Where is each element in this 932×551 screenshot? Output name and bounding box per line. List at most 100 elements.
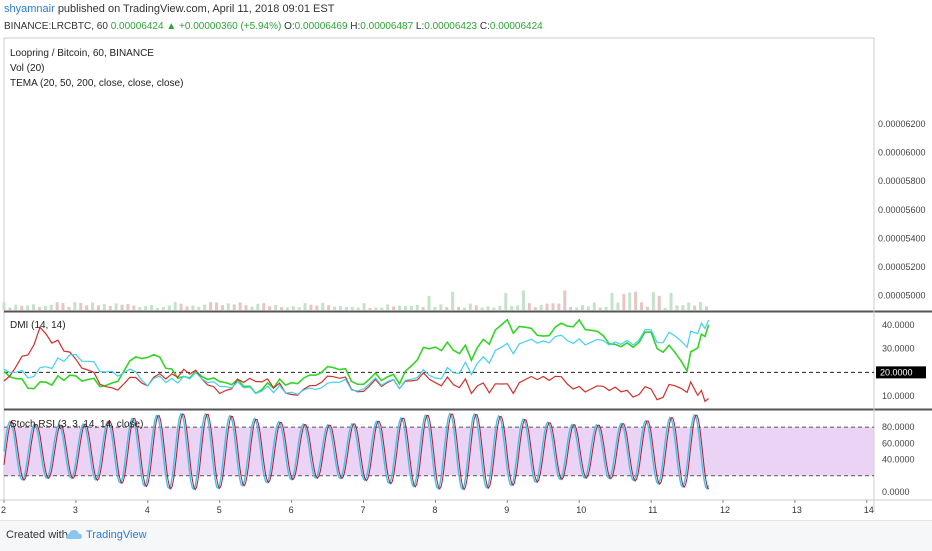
volume-bar xyxy=(362,303,366,310)
stoch-line-d xyxy=(3,413,710,491)
x-tick-label: 4 xyxy=(145,505,150,515)
volume-bars xyxy=(2,290,708,310)
dmi-y-tick-label: 40.0000 xyxy=(882,320,915,330)
volume-bar xyxy=(451,291,455,310)
tradingview-brand-link[interactable]: TradingView xyxy=(86,529,147,541)
volume-bar xyxy=(161,307,165,310)
volume-bar xyxy=(663,307,667,310)
dmi-threshold-label: 20.0000 xyxy=(880,367,913,377)
volume-bar xyxy=(32,304,36,310)
volume-bar xyxy=(569,307,573,310)
volume-bar xyxy=(274,304,278,310)
stoch-band xyxy=(4,427,874,476)
x-tick-label: 2 xyxy=(1,505,6,515)
volume-bar xyxy=(445,307,449,310)
volume-bar xyxy=(374,307,378,310)
volume-bar xyxy=(20,305,24,310)
volume-bar xyxy=(681,305,685,310)
volume-bar xyxy=(704,306,708,310)
volume-bar xyxy=(150,305,154,310)
volume-bar xyxy=(120,304,124,310)
publisher-username[interactable]: shyamnair xyxy=(4,3,55,15)
x-tick-label: 5 xyxy=(217,505,222,515)
volume-bar xyxy=(344,306,348,310)
volume-bar xyxy=(480,307,484,310)
close-value: 0.00006424 xyxy=(489,21,543,32)
x-tick-label: 9 xyxy=(504,505,509,515)
stoch-line-k xyxy=(3,412,710,491)
price-y-tick-label: 0.00006200 xyxy=(878,119,926,129)
volume-bar xyxy=(439,304,443,310)
volume-bar xyxy=(492,307,496,310)
x-tick-label: 12 xyxy=(720,505,730,515)
dmi-y-tick-label: 30.0000 xyxy=(882,344,915,354)
created-with-label: Created with xyxy=(6,529,68,541)
volume-bar xyxy=(256,303,260,310)
stoch-y-tick-label: 80.0000 xyxy=(882,422,915,432)
volume-bar xyxy=(179,303,183,310)
dmi-line-minus-di xyxy=(3,326,709,403)
volume-bar xyxy=(73,302,77,310)
volume-bar xyxy=(516,305,520,310)
volume-bar xyxy=(551,303,555,310)
volume-bar xyxy=(285,307,289,310)
volume-bar xyxy=(209,302,213,310)
volume-bar xyxy=(297,307,301,310)
volume-bar xyxy=(592,302,596,310)
volume-bar xyxy=(338,306,342,310)
tema-legend: TEMA (20, 50, 200, close, close, close) xyxy=(10,78,184,89)
x-tick-label: 3 xyxy=(73,505,78,515)
volume-bar xyxy=(291,306,295,310)
price-y-tick-label: 0.00005200 xyxy=(878,262,926,272)
volume-bar xyxy=(645,306,649,310)
volume-bar xyxy=(85,305,89,310)
x-tick-label: 10 xyxy=(576,505,586,515)
volume-bar xyxy=(55,302,59,310)
volume-bar xyxy=(102,304,106,310)
volume-bar xyxy=(350,306,354,310)
volume-bar xyxy=(226,303,230,310)
x-tick-label: 7 xyxy=(361,505,366,515)
high-value: 0.00006487 xyxy=(360,21,414,32)
volume-bar xyxy=(250,306,254,310)
low-value: 0.00006423 xyxy=(424,21,478,32)
dmi-legend: DMI (14, 14) xyxy=(10,320,66,331)
volume-bar xyxy=(268,306,272,310)
x-tick-label: 6 xyxy=(289,505,294,515)
volume-bar xyxy=(462,307,466,310)
volume-bar xyxy=(114,303,118,310)
publish-info: published on TradingView.com, April 11, … xyxy=(57,3,335,15)
volume-bar xyxy=(386,304,390,310)
volume-bar xyxy=(185,306,189,310)
volume-bar xyxy=(303,303,307,310)
volume-bar xyxy=(403,306,407,310)
volume-bar xyxy=(392,306,396,310)
stoch-y-tick-label: 40.0000 xyxy=(882,455,915,465)
volume-bar xyxy=(628,292,632,310)
chart-canvas[interactable]: 2 3 4 5 6 7 8 9 10 11 12 13 14 0.00006200 0.00006000 0.… xyxy=(0,0,932,520)
volume-bar xyxy=(315,305,319,310)
volume-bar xyxy=(634,291,638,310)
volume-bar xyxy=(108,306,112,310)
volume-bar xyxy=(398,305,402,310)
dmi-y-tick-label: 10.0000 xyxy=(882,391,915,401)
volume-bar xyxy=(91,302,95,310)
volume-bar xyxy=(262,303,266,310)
price-y-tick-label: 0.00005400 xyxy=(878,233,926,243)
volume-bar xyxy=(191,305,195,310)
volume-bar xyxy=(510,305,514,310)
price-pane-title: Loopring / Bitcoin, 60, BINANCE xyxy=(10,48,154,59)
stoch-y-tick-label: 60.0000 xyxy=(882,438,915,448)
volume-bar xyxy=(79,303,83,310)
stoch-y-tick-label: 0.0000 xyxy=(882,487,910,497)
volume-bar xyxy=(486,306,490,310)
x-tick-label: 13 xyxy=(792,505,802,515)
volume-bar xyxy=(504,293,508,310)
volume-bar xyxy=(521,290,525,310)
volume-bar xyxy=(43,306,47,310)
volume-bar xyxy=(126,304,130,310)
high-label: H: xyxy=(350,21,361,32)
volume-bar xyxy=(421,306,425,310)
volume-bar xyxy=(669,293,673,310)
volume-bar xyxy=(232,304,236,310)
